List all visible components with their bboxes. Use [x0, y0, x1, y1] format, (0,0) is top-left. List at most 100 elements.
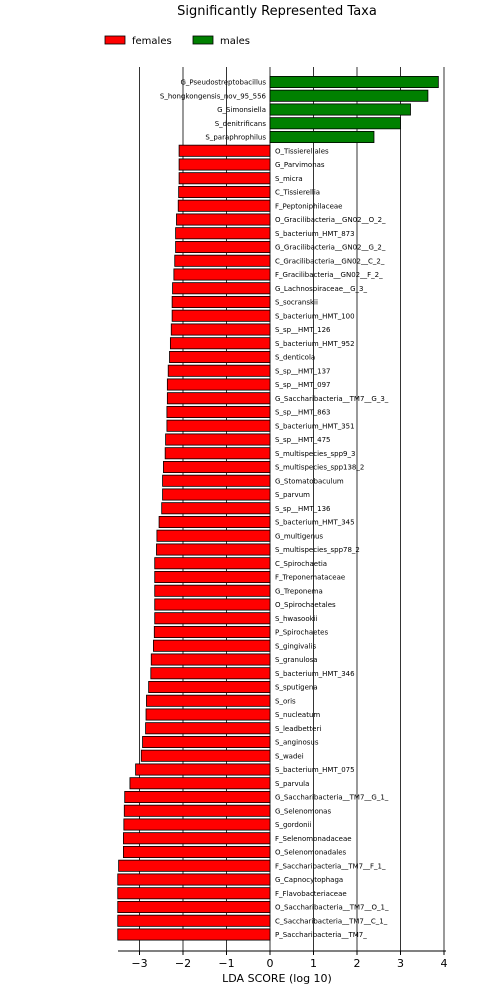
bar-females [162, 474, 271, 487]
legend-swatch-females [104, 35, 126, 45]
bar-females [154, 598, 271, 611]
bar-females [135, 763, 271, 776]
bar-males [269, 76, 439, 89]
bar-females [117, 901, 271, 914]
legend-label-males: males [220, 36, 250, 47]
bar-label: S_hwasookii [275, 615, 318, 623]
bar-label: F_Gracilibacteria__GN02__F_2_ [275, 271, 383, 279]
bar-label: S_socranskii [275, 299, 318, 307]
bar-females [163, 460, 271, 473]
bar-label: S_sp__HMT_863 [275, 409, 330, 417]
bar-label: O_Gracilibacteria__GN02__O_2_ [275, 216, 386, 224]
bar-label: S_denitrificans [215, 120, 267, 128]
bar-females [148, 681, 271, 694]
bar-females [173, 268, 271, 281]
bar-label: O_Tissierellales [275, 147, 329, 155]
bar-label: G_Selenomonas [275, 807, 331, 815]
bar-females [117, 887, 271, 900]
bar-label: O_Saccharibacteria__TM7__O_1_ [275, 904, 389, 912]
bar-label: S_bacterium_HMT_075 [275, 766, 355, 774]
bar-label: S_bacterium_HMT_100 [275, 312, 355, 320]
bar-females [178, 185, 271, 198]
bar-females [150, 667, 271, 680]
bar-females [162, 488, 271, 501]
bar-females [117, 914, 271, 927]
bar-females [154, 612, 271, 625]
bar-label: S_sp__HMT_475 [275, 436, 330, 444]
bar-label: P_Saccharibacteria__TM7_ [275, 931, 367, 939]
bar-label: G_Capnocytophaga [275, 876, 343, 884]
bar-label: S_bacterium_HMT_351 [275, 422, 355, 430]
x-tick-label: 3 [397, 957, 404, 970]
bar-females [166, 405, 271, 418]
bar-females [146, 694, 271, 707]
bar-females [123, 832, 271, 845]
bar-label: S_bacterium_HMT_873 [275, 230, 355, 238]
bar-females [175, 227, 271, 240]
bar-label: S_sp__HMT_126 [275, 326, 331, 334]
bar-females [123, 818, 271, 831]
bar-females [153, 626, 271, 639]
bar-females [154, 571, 271, 584]
bar-females [145, 708, 271, 721]
bar-label: S_sp__HMT_137 [275, 367, 330, 375]
bar-females [156, 529, 271, 542]
bar-label: S_multispecies_spp78_2 [275, 546, 360, 554]
bar-label: S_hongkongensis_nov_95_556 [160, 92, 267, 100]
bar-label: S_parvum [275, 491, 310, 499]
bar-females [154, 584, 271, 597]
bar-label: F_Treponemataceae [275, 574, 345, 582]
bar-females [177, 199, 271, 212]
bar-females [169, 337, 271, 350]
bar-label: S_wadei [275, 752, 304, 760]
bar-males [269, 89, 429, 102]
bar-females [170, 323, 271, 336]
bar-label: S_sp__HMT_136 [275, 505, 331, 513]
bar-label: S_micra [275, 175, 303, 183]
bar-label: S_paraphrophilus [205, 134, 266, 142]
bar-females [174, 254, 271, 267]
bar-males [269, 103, 411, 116]
bar-label: S_granulosa [275, 656, 318, 664]
bar-males [269, 117, 401, 130]
bar-label: G_Treponema [275, 587, 323, 595]
bar-females [154, 557, 271, 570]
x-axis-ticks: −3 −2 −1 0 1 2 3 4 [131, 951, 448, 970]
bar-label: O_Selenomonadales [275, 849, 347, 857]
bar-label: G_Stomatobaculum [275, 477, 344, 485]
bar-label: S_multispecies_spp138_2 [275, 464, 364, 472]
bar-label: F_Flavobacteriaceae [275, 890, 347, 898]
bar-label: S_sputigena [275, 684, 318, 692]
bar-label: C_Gracilibacteria__GN02__C_2_ [275, 257, 385, 265]
bar-males [269, 130, 375, 143]
bar-females [118, 859, 271, 872]
x-tick-label: 2 [354, 957, 361, 970]
x-tick-label: −1 [218, 957, 234, 970]
bar-label: G_Gracilibacteria__GN02__G_2_ [275, 244, 386, 252]
bar-females [153, 639, 271, 652]
bar-females [166, 392, 271, 405]
bar-label: S_gingivalis [275, 642, 316, 650]
bar-females [172, 282, 271, 295]
bar-label: G_Pseudostreptobacillus [180, 79, 266, 87]
bar-label: S_bacterium_HMT_346 [275, 670, 355, 678]
bar-females [158, 516, 271, 529]
bar-label: C_Tissierellia [275, 189, 320, 197]
bar-females [123, 846, 271, 859]
bar-label: S_multispecies_spp9_3 [275, 450, 355, 458]
bar-females [175, 240, 271, 253]
bar-females [150, 653, 271, 666]
bar-label: S_leadbetteri [275, 725, 321, 733]
bar-label: G_Lachnospiraceae__G_3_ [275, 285, 367, 293]
x-tick-label: 1 [310, 957, 317, 970]
bar-females [117, 928, 271, 941]
bar-label: F_Selenomonadaceae [275, 835, 352, 843]
legend[interactable]: females males [104, 35, 250, 47]
bar-label: G_multigenus [275, 532, 323, 540]
chart-title: Significantly Represented Taxa [177, 4, 377, 19]
bar-females [171, 309, 271, 322]
bar-females [165, 433, 271, 446]
bar-label: S_bacterium_HMT_952 [275, 340, 355, 348]
x-axis: −3 −2 −1 0 1 2 3 4 LDA SCORE (log 10) [118, 950, 448, 985]
bar-females [145, 722, 271, 735]
